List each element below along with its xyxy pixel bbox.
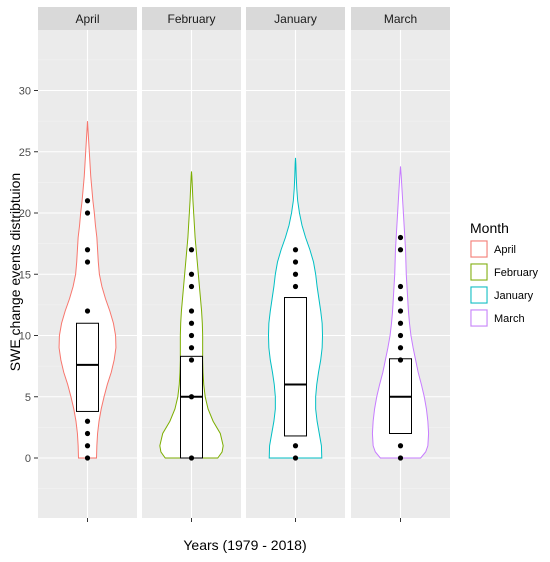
data-point [188,283,195,290]
legend-label: March [494,313,525,325]
facet-panel-january: January [246,7,345,522]
y-tick-label: 30 [19,86,31,98]
legend-label: April [494,244,516,256]
facet-strip-label: April [75,12,99,26]
facet-strip [351,7,450,30]
facet-strip-label: January [274,12,317,26]
facet-strip [246,7,345,30]
data-point [84,308,91,314]
y-tick-label: 5 [25,392,31,404]
data-point [84,443,91,449]
data-point [397,357,404,363]
data-point [84,418,91,424]
facet-strip [142,7,241,30]
legend-key-april [470,240,488,258]
legend-label: February [494,267,539,279]
data-point [292,283,299,290]
box-february [180,355,203,459]
data-point [292,443,299,449]
data-point [188,345,195,351]
data-point [84,210,91,216]
data-point [292,259,299,265]
facet-panel-april: April [38,7,137,522]
facet-strip [38,7,137,30]
box-april [76,322,99,412]
facet-panel-february: February [142,7,241,522]
facet-strip-label: February [167,12,215,26]
data-point [84,455,91,461]
data-point [84,198,91,204]
legend-label: January [494,290,534,302]
legend: Month April February January March [470,220,539,327]
facet-panel-march: March [351,7,450,522]
y-tick-label: 25 [19,147,31,159]
facet-panels: April February January March [38,7,450,522]
data-point [397,308,404,314]
y-tick-label: 0 [25,453,31,465]
data-point [397,247,404,253]
y-tick-label: 15 [19,269,31,281]
data-point [188,320,195,326]
data-point [188,271,195,277]
data-point [188,357,195,363]
data-point [84,430,91,437]
facet-strip-label: March [384,12,417,26]
data-point [188,308,195,314]
data-point [397,455,404,461]
data-point [397,332,404,339]
y-tick-label: 20 [19,208,31,220]
data-point [188,332,195,339]
legend-key-february [470,263,488,281]
data-point [188,394,195,400]
data-point [84,259,91,265]
legend-key-january [470,286,488,304]
violin-april [58,121,117,459]
x-axis-label: Years (1979 - 2018) [183,537,306,553]
data-point [84,247,91,253]
data-point [397,283,404,290]
data-point [292,455,299,461]
data-point [397,234,404,241]
box-january [284,297,307,437]
y-axis: 0 5 10 15 20 25 30 [19,86,38,465]
data-point [188,455,195,461]
data-point [397,345,404,351]
y-tick-label: 10 [19,331,31,343]
data-point [397,320,404,326]
data-point [292,271,299,277]
legend-title: Month [470,220,509,236]
data-point [188,247,195,253]
data-point [397,443,404,449]
data-point [292,247,299,253]
data-point [397,296,404,302]
legend-key-march [470,309,488,327]
y-axis-label: SWE change events distribtuion [7,173,23,371]
